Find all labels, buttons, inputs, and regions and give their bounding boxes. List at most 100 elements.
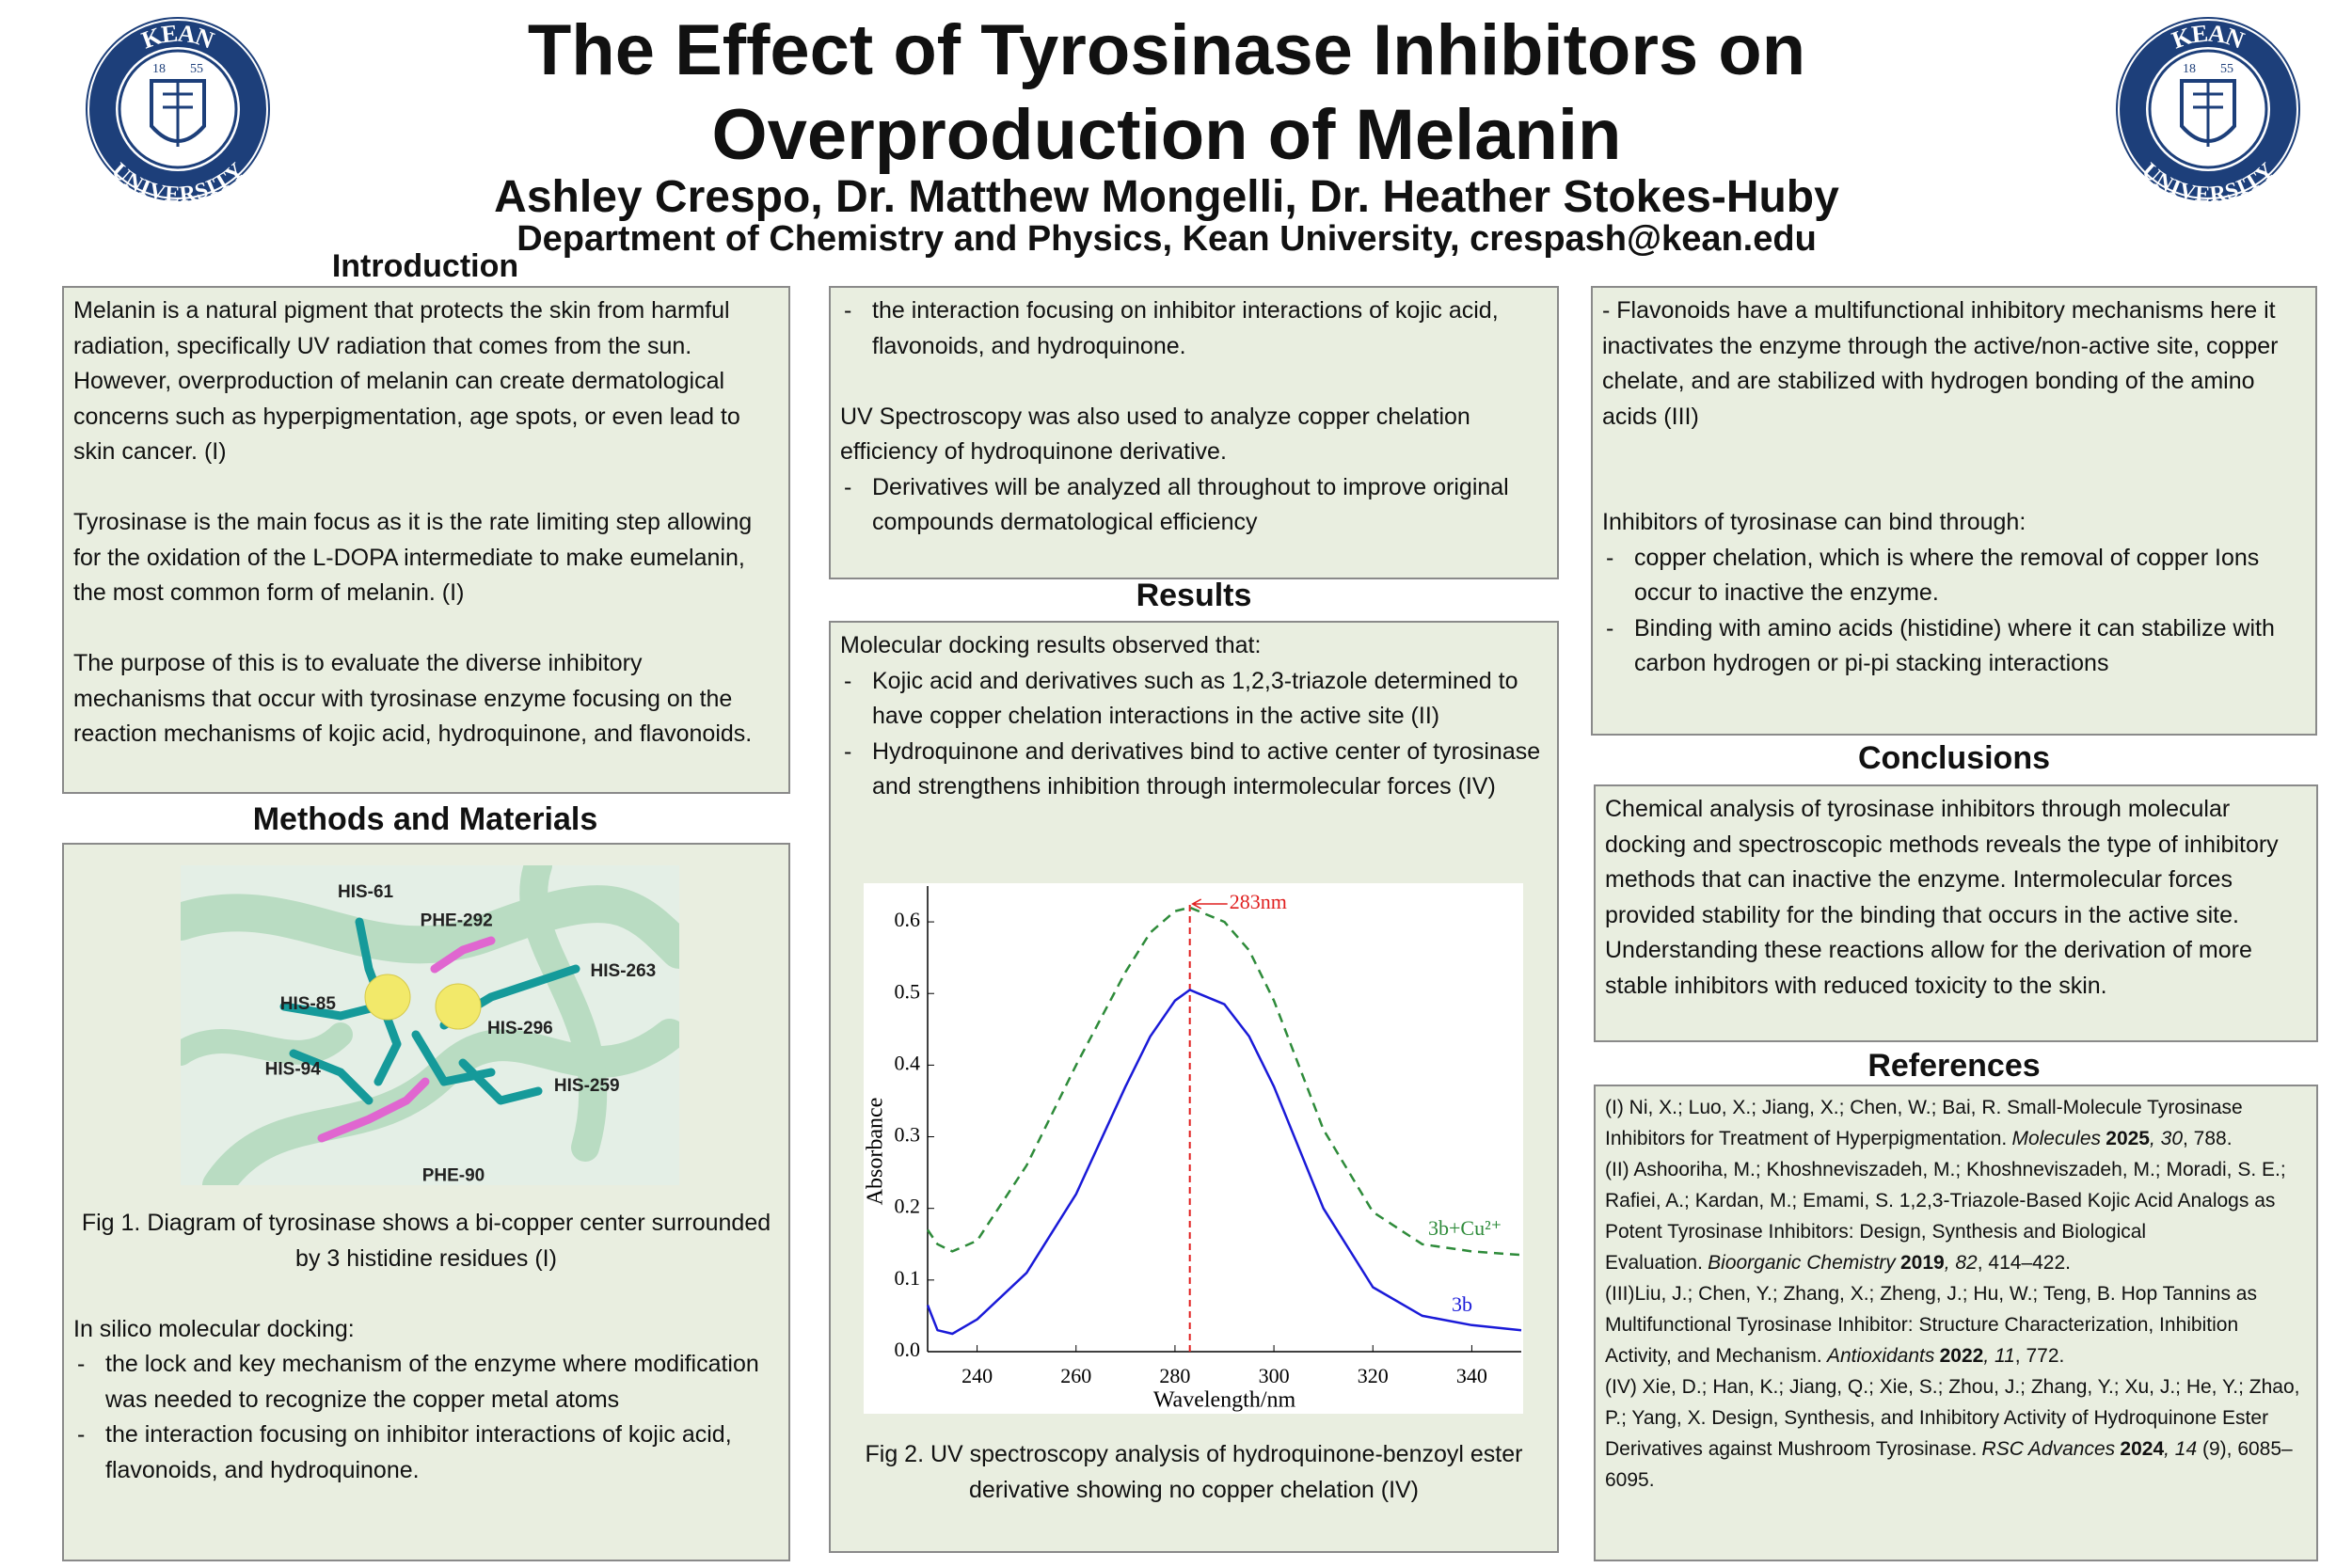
logo-year: 55 bbox=[190, 62, 203, 76]
section-heading: Introduction bbox=[331, 248, 519, 284]
item-text: Kojic acid and derivatives such as 1,2,3… bbox=[872, 667, 1518, 730]
y-tick-label: 0.3 bbox=[895, 1123, 921, 1147]
y-tick-label: 0.5 bbox=[895, 979, 921, 1003]
residue-label: HIS-259 bbox=[554, 1076, 620, 1096]
bullet: - bbox=[844, 297, 852, 324]
list-item: - the interaction focusing on inhibitor i… bbox=[73, 1418, 779, 1488]
discussion-box: - Flavonoids have a multifunctional inhi… bbox=[1591, 286, 2317, 736]
x-axis-label: Wavelength/nm bbox=[1153, 1388, 1296, 1413]
figure-caption: Fig 2. UV spectroscopy analysis of hydro… bbox=[865, 1441, 1523, 1503]
paragraph: UV Spectroscopy was also used to analyze… bbox=[840, 403, 1470, 466]
pages: , 414–422. bbox=[1977, 1252, 2071, 1274]
logo-year: 18 bbox=[152, 62, 166, 76]
series-line bbox=[926, 989, 1522, 1336]
uv-chart: 0.0 0.1 0.2 0.3 0.4 0.5 0.6 240 260 280 300 320 340 W… bbox=[864, 883, 1523, 1414]
series-label: 3b+Cu²⁺ bbox=[1428, 1216, 1502, 1240]
ribbon bbox=[181, 1022, 353, 1066]
residue-label: HIS-94 bbox=[265, 1060, 322, 1080]
journal: Antioxidants bbox=[1826, 1345, 1935, 1367]
x-tick-label: 300 bbox=[1259, 1364, 1290, 1387]
journal: Bioorganic Chemistry bbox=[1708, 1252, 1896, 1274]
list-item: - Binding with amino acids (histidine) wh… bbox=[1602, 611, 2306, 682]
list-item: - the lock and key mechanism of the enzym… bbox=[73, 1347, 779, 1418]
section-heading: Conclusions bbox=[1857, 740, 2051, 776]
item-text: Hydroquinone and derivatives bind to act… bbox=[872, 737, 1541, 800]
ribbon bbox=[181, 885, 679, 969]
list-item: - Kojic acid and derivatives such as 1,2,… bbox=[840, 664, 1548, 735]
paragraph: Melanin is a natural pigment that protec… bbox=[73, 297, 740, 465]
residue-label: PHE-90 bbox=[422, 1165, 485, 1185]
residue-label: HIS-263 bbox=[591, 961, 657, 981]
list-item: - Derivatives will be analyzed all throug… bbox=[840, 470, 1548, 541]
year: 2022 bbox=[1939, 1345, 1984, 1367]
conclusions-box: Chemical analysis of tyrosinase inhibito… bbox=[1594, 784, 2318, 1042]
x-tick-label: 320 bbox=[1358, 1364, 1389, 1387]
y-tick-label: 0.0 bbox=[895, 1338, 921, 1361]
bullet: - bbox=[844, 473, 852, 500]
pages: , 772. bbox=[2014, 1345, 2065, 1367]
affiliation: Department of Chemistry and Physics, Kea… bbox=[516, 219, 1817, 259]
paragraph: Molecular docking results observed that: bbox=[840, 632, 1262, 658]
volume: , 82 bbox=[1944, 1252, 1978, 1274]
reference: (I) Ni, X.; Luo, X.; Jiang, X.; Chen, W.… bbox=[1605, 1092, 2307, 1154]
list-item: - Hydroquinone and derivatives bind to ac… bbox=[840, 735, 1548, 805]
introduction-box: Melanin is a natural pigment that protec… bbox=[62, 286, 790, 794]
copper-atom bbox=[364, 974, 411, 1021]
journal: RSC Advances bbox=[1981, 1438, 2116, 1460]
paragraph: Tyrosinase is the main focus as it is th… bbox=[73, 509, 753, 606]
figure-1: HIS-61 PHE-292 HIS-263 HIS-85 HIS-296 HIS-94 H… bbox=[181, 865, 679, 1185]
bullet: - bbox=[77, 1421, 86, 1448]
item-text: copper chelation, which is where the rem… bbox=[1634, 544, 2260, 607]
x-tick-label: 280 bbox=[1159, 1364, 1190, 1387]
bullet: - bbox=[844, 667, 852, 694]
logo-left: KEAN UNIVERSITY 18 55 bbox=[86, 17, 270, 203]
item-text: the lock and key mechanism of the enzyme… bbox=[105, 1351, 759, 1413]
logo-year: 55 bbox=[2220, 62, 2233, 76]
residue-stick bbox=[430, 936, 496, 974]
residue-label: HIS-61 bbox=[338, 882, 394, 902]
paragraph: Chemical analysis of tyrosinase inhibito… bbox=[1605, 796, 2279, 999]
y-tick-label: 0.4 bbox=[895, 1051, 921, 1074]
journal: Molecules bbox=[2011, 1128, 2102, 1149]
x-tick-label: 260 bbox=[1060, 1364, 1091, 1387]
logo-right: KEAN UNIVERSITY 18 55 bbox=[2116, 17, 2300, 203]
title: The Effect of Tyrosinase Inhibitors on bbox=[527, 10, 1806, 90]
residue-stick bbox=[411, 1030, 496, 1086]
subheading: Inhibitors of tyrosinase can bind throug… bbox=[1602, 509, 2026, 535]
logo-year: 18 bbox=[2183, 62, 2196, 76]
residue-stick bbox=[279, 1002, 383, 1021]
title: Overproduction of Melanin bbox=[711, 95, 1622, 175]
residue-stick bbox=[289, 1049, 373, 1105]
copper-atom bbox=[435, 983, 482, 1030]
reference: (IV) Xie, D.; Han, K.; Jiang, Q.; Xie, S… bbox=[1605, 1371, 2307, 1496]
bullet: - bbox=[77, 1351, 86, 1377]
volume: , 14 bbox=[2164, 1438, 2198, 1460]
reference: (III)Liu, J.; Chen, Y.; Zhang, X.; Zheng… bbox=[1605, 1278, 2307, 1371]
year: 2025 bbox=[2106, 1128, 2150, 1149]
reference: (II) Ashooriha, M.; Khoshneviszadeh, M.;… bbox=[1605, 1154, 2307, 1278]
bullet: - bbox=[1606, 544, 1614, 571]
paragraph: The purpose of this is to evaluate the d… bbox=[73, 650, 753, 747]
item-text: the interaction focusing on inhibitor in… bbox=[105, 1421, 732, 1483]
item-text: Binding with amino acids (histidine) whe… bbox=[1634, 614, 2275, 677]
section-heading: Results bbox=[1136, 578, 1252, 613]
figure-caption: Fig 1. Diagram of tyrosinase shows a bi-… bbox=[81, 1210, 771, 1272]
y-tick-label: 0.6 bbox=[895, 908, 921, 931]
section-heading: Methods and Materials bbox=[252, 801, 598, 837]
residue-label: PHE-292 bbox=[421, 911, 493, 931]
year: 2024 bbox=[2120, 1438, 2165, 1460]
annotation-arrow bbox=[1191, 898, 1228, 910]
authors: Ashley Crespo, Dr. Matthew Mongelli, Dr.… bbox=[494, 172, 1839, 222]
item-text: Derivatives will be analyzed all through… bbox=[872, 473, 1509, 536]
residue-label: HIS-85 bbox=[280, 994, 337, 1014]
reference-text: (I) Ni, X.; Luo, X.; Jiang, X.; Chen, W.… bbox=[1605, 1097, 2243, 1149]
methods-box: HIS-61 PHE-292 HIS-263 HIS-85 HIS-296 HIS-94 H… bbox=[62, 843, 790, 1561]
list-item: - the interaction focusing on inhibitor i… bbox=[840, 293, 1548, 364]
series-label: 3b bbox=[1452, 1292, 1472, 1316]
x-tick-label: 340 bbox=[1456, 1364, 1487, 1387]
subheading: In silico molecular docking: bbox=[73, 1315, 355, 1342]
pages: (9), 6085–6095. bbox=[1605, 1438, 2293, 1491]
bullet: - bbox=[1606, 614, 1614, 641]
y-tick-label: 0.2 bbox=[895, 1195, 921, 1218]
